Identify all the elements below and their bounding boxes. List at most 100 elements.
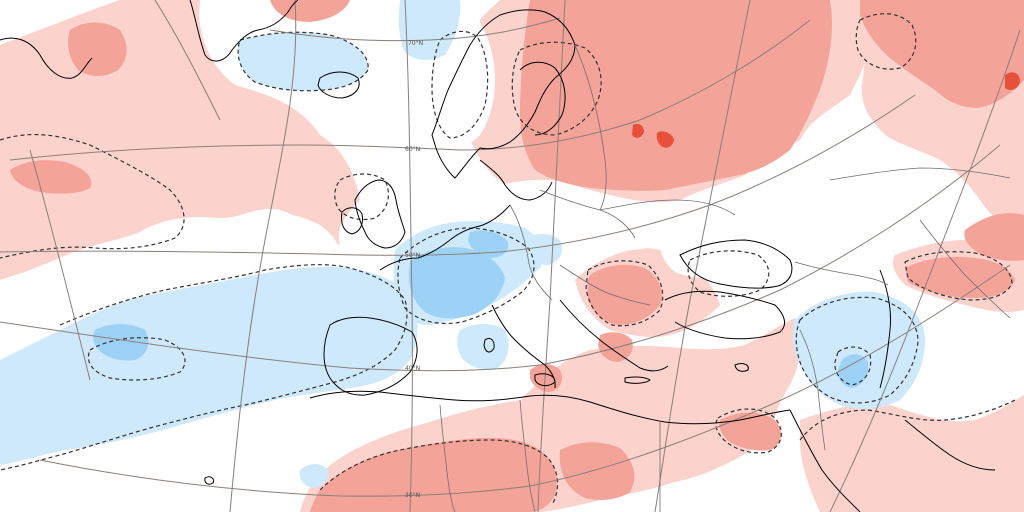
coastline-scandinavia [431, 9, 576, 179]
border-kazakhstan [829, 167, 1011, 181]
coastline-uk [354, 179, 406, 249]
warm-extreme-spot-russia-2 [656, 131, 674, 148]
warm-medium-libya [559, 442, 635, 500]
latitude-label-60: 60°N [405, 146, 420, 153]
graticule-meridian-3 [404, 0, 413, 512]
coastline-sardinia [483, 337, 495, 353]
graticule-meridian-1 [154, 0, 221, 121]
warm-medium-irminger [68, 22, 127, 76]
warm-medium-sicily [530, 364, 562, 392]
warm-medium-arabia [964, 213, 1024, 261]
warm-medium-north-coast-greenland [270, 0, 350, 22]
border-layer [439, 44, 1011, 512]
dashed-contour-atlantic-south [0, 264, 408, 471]
warm-medium-east-europe [860, 0, 1024, 108]
coastline-caspian [879, 269, 891, 389]
dashed-contour-north-east [855, 13, 917, 70]
coastline-red-sea [789, 409, 861, 512]
warm-area-arabia [800, 395, 1024, 512]
coastline-greenland-west [0, 37, 93, 79]
latitude-label-30: 30°N [405, 492, 420, 499]
coastline-iberia [323, 316, 418, 396]
latitude-label-70: 70°N [408, 40, 423, 47]
graticule-parallel-60 [9, 19, 811, 161]
cold-medium-france [408, 247, 505, 319]
warm-extreme-layer [632, 72, 1020, 148]
coastline-canary [204, 476, 214, 485]
graticule-parallel-40 [0, 144, 1001, 372]
coastline-balkans [559, 299, 669, 372]
border-central-europe [509, 204, 553, 301]
graticule-parallel-50 [0, 94, 916, 256]
neutral-band-mid-atlantic [0, 213, 340, 325]
border-caucasus [794, 261, 889, 286]
graticule-meridian-6 [829, 29, 1021, 512]
coastline-cyprus [734, 363, 749, 372]
dashed-contour-sahara [319, 439, 559, 506]
cold-medium-benelux [468, 230, 509, 258]
cold-area-italy [457, 324, 509, 370]
coastline-north-africa [309, 390, 791, 425]
coastline-finland [519, 61, 566, 136]
graticule-meridian-4 [537, 0, 566, 512]
graticule-parallel-70 [269, 17, 561, 42]
coastline-black-sea [679, 239, 793, 289]
warm-extreme-spot-siberia [1005, 72, 1020, 90]
coastline-persian-gulf [904, 419, 996, 471]
dashed-contour-turkey [687, 250, 770, 297]
coastline-turkey [664, 290, 786, 340]
dashed-contour-scandinavia [431, 30, 489, 139]
coastline-baltic [479, 159, 553, 201]
cold-area-alps [520, 234, 562, 265]
coastline-sicily [534, 373, 556, 387]
dashed-contour-layer [0, 13, 1016, 506]
coastline-greenland [189, 0, 299, 62]
cold-medium-layer [92, 230, 869, 388]
graticule-meridian-7 [29, 149, 91, 381]
dashed-contour-greenland-sea [237, 31, 369, 92]
warm-medium-greece [598, 332, 633, 362]
warm-medium-egypt [719, 412, 782, 451]
warm-medium-russia [520, 0, 832, 191]
dashed-contour-france [397, 227, 535, 325]
border-iran-iraq [799, 329, 826, 451]
graticule-meridian-2 [229, 0, 297, 512]
coastline-france-benelux [379, 204, 511, 271]
dashed-contour-caspian [795, 296, 919, 404]
warm-medium-balkans [587, 264, 662, 325]
cold-area-morocco-west [299, 464, 329, 488]
warm-medium-arctic-ne [899, 23, 939, 58]
warm-medium-ne-atlantic [10, 160, 92, 194]
border-russia-west [574, 44, 607, 211]
cold-area-iberia-atlantic [0, 266, 418, 465]
border-ukraine [599, 199, 736, 216]
dashed-contour-atlantic-inner [87, 337, 186, 381]
dashed-contour-balkans [585, 260, 664, 327]
latitude-label-layer: 70°N 60°N 50°N 40°N 30°N [405, 40, 423, 499]
coastline-iceland [317, 71, 360, 99]
coastline-layer [0, 0, 996, 512]
coastline-italy [491, 304, 556, 389]
dashed-contour-arabia [799, 399, 1016, 441]
dashed-contour-egypt [715, 408, 782, 454]
warm-medium-sahara [310, 437, 557, 512]
neutral-band-scandinavia [435, 16, 495, 147]
cold-area-greenland-sea [238, 32, 369, 91]
warm-extreme-spot-russia-1 [632, 123, 644, 138]
cold-area-norwegian-sea [398, 0, 461, 60]
border-balkans [559, 264, 651, 306]
graticule-parallel-30 [39, 264, 1011, 497]
dashed-contour-north-atlantic [0, 133, 185, 259]
cold-area-caspian [793, 291, 925, 410]
cold-medium-caspian-core [837, 354, 869, 388]
border-north-africa-1 [439, 404, 456, 512]
latitude-label-50: 50°N [405, 252, 420, 259]
neutral-layer [0, 16, 895, 430]
warm-medium-layer [10, 0, 1024, 512]
cold-medium-atlantic [92, 324, 149, 361]
latitude-label-40: 40°N [405, 365, 420, 372]
border-north-africa-2 [519, 399, 536, 512]
dashed-contour-russia [511, 41, 602, 136]
